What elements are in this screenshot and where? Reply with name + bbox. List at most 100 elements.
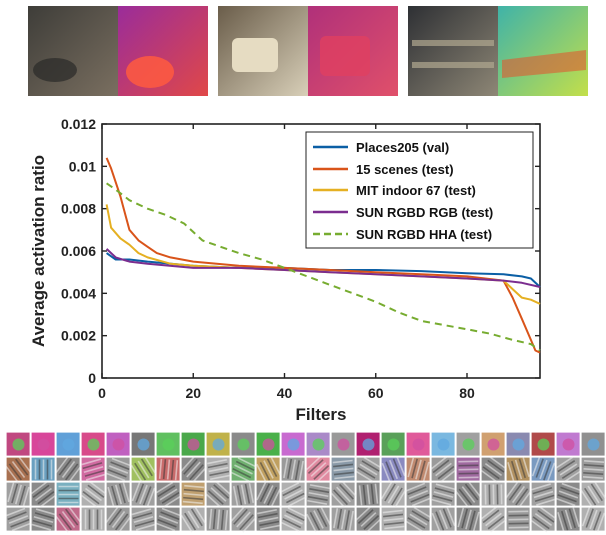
filter-stripe (534, 512, 553, 527)
y-tick-label: 0.006 (61, 243, 96, 259)
filter-stripe (11, 522, 31, 532)
filter-stripe (270, 488, 281, 508)
filter-stripe (257, 512, 278, 519)
filter-stripe (190, 508, 203, 527)
filter-stripe (583, 468, 604, 471)
filter-stripe (194, 506, 207, 525)
filter-stripe (413, 506, 432, 519)
filter-stripe (230, 471, 250, 482)
filter-stripe (348, 510, 354, 531)
filter-stripe (308, 491, 329, 498)
filter-stripe (33, 515, 54, 524)
filter-stripe (361, 460, 380, 472)
filter-stripe (415, 459, 422, 480)
filter-stripe (84, 469, 105, 477)
filter-stripe (313, 510, 324, 529)
filter-stripe (333, 467, 354, 472)
filter-stripe (455, 491, 469, 508)
image-pair-living-room (218, 6, 398, 96)
filter-stripe (210, 487, 227, 502)
filter-stripe (259, 520, 280, 527)
filter-stripe (134, 462, 147, 481)
office-rgb-photo (28, 6, 118, 96)
filter-stripe (407, 486, 427, 496)
filter-stripe (392, 458, 402, 478)
filter-stripe (161, 491, 180, 504)
filter-stripe (320, 506, 331, 526)
filter-stripe (410, 493, 430, 503)
filter-stripe (587, 485, 600, 504)
filter-stripe (157, 485, 176, 498)
filter-stripe (89, 481, 107, 495)
filter-blob (312, 438, 325, 451)
filter-stripe (266, 486, 278, 506)
filter-stripe (266, 458, 278, 477)
filter-stripe (215, 481, 232, 496)
filter-stripe (106, 472, 126, 482)
filter-blob (387, 438, 400, 451)
filter-stripe (205, 493, 222, 508)
filter-stripe (515, 488, 529, 506)
filter-stripe (435, 511, 445, 531)
filter-stripe (530, 519, 548, 533)
filter-stripe (464, 483, 479, 501)
filter-stripe (358, 485, 363, 506)
filter-stripe (235, 460, 255, 472)
filter-stripe (532, 486, 553, 495)
filter-stripe (58, 513, 72, 531)
filter-stripe (543, 461, 552, 481)
filter-stripe (118, 515, 132, 533)
filter-stripe (560, 486, 580, 495)
filter-stripe (490, 519, 507, 533)
filter-stripe (484, 462, 503, 477)
filter-stripe (339, 483, 354, 500)
filter-stripe (511, 485, 526, 504)
filter-stripe (115, 513, 129, 531)
filter-stripe (259, 462, 271, 481)
filter-blob (187, 438, 200, 451)
filter-stripe (208, 508, 213, 529)
filter-stripe (14, 484, 23, 505)
filter-stripe (370, 484, 375, 505)
filter-stripe (355, 470, 374, 483)
filter-stripe (131, 482, 141, 502)
legend-label-mit-indoor: MIT indoor 67 (test) (356, 183, 476, 198)
filter-grid (5, 431, 606, 533)
filter-stripe (383, 517, 404, 522)
filter-stripe (146, 487, 156, 507)
filter-blob (562, 438, 575, 451)
filter-stripe (110, 461, 130, 471)
filter-stripe (394, 489, 407, 508)
filter-stripe (585, 508, 594, 528)
office-table-shape (33, 58, 77, 82)
series-lines (105, 157, 541, 354)
filter-stripe (256, 463, 267, 483)
filter-stripe (144, 456, 157, 475)
y-axis: 0 0.002 0.004 0.006 0.008 0.01 0.012 (61, 116, 540, 386)
filter-stripe (8, 463, 22, 481)
filter-stripe (192, 466, 207, 483)
filter-stripe (61, 461, 76, 478)
filter-stripe (35, 508, 56, 516)
office-hha-table-shape (126, 56, 174, 88)
filter-blob (537, 438, 550, 451)
filter-stripe (469, 510, 476, 531)
y-tick-label: 0.012 (61, 116, 96, 132)
filter-stripe (230, 506, 245, 523)
filter-stripe (111, 485, 119, 506)
filter-stripe (440, 469, 457, 483)
legend-label-15-scenes: 15 scenes (test) (356, 162, 454, 177)
filter-stripe (533, 490, 554, 499)
filter-stripe (248, 483, 255, 503)
library-hha-shelf-streak (502, 50, 586, 78)
filter-stripe (532, 516, 550, 530)
filter-stripe (160, 511, 180, 521)
filter-stripe (174, 460, 179, 481)
filter-stripe (68, 465, 82, 483)
filter-stripe (256, 481, 267, 501)
filter-stripe (294, 460, 300, 481)
filter-stripe (485, 512, 502, 527)
filter-stripe (282, 517, 302, 529)
y-tick-label: 0.004 (61, 285, 96, 301)
filter-stripe (158, 515, 179, 524)
